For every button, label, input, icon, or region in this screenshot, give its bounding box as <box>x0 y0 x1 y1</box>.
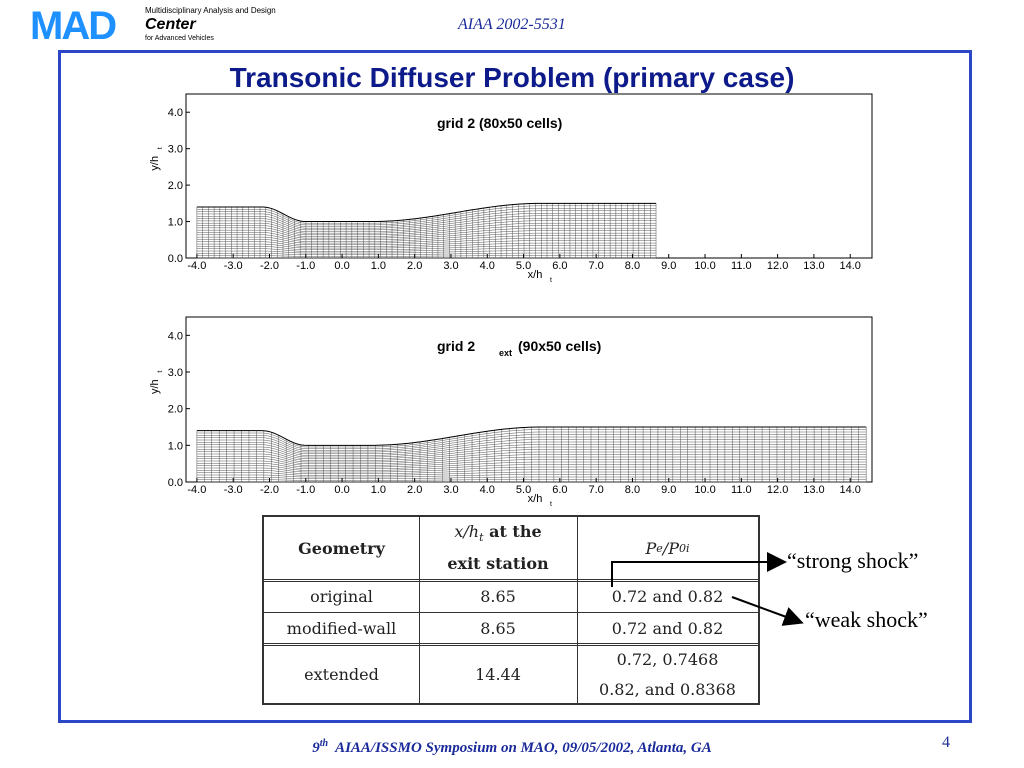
weak-shock-label: “weak shock” <box>805 607 928 632</box>
slide-title: Transonic Diffuser Problem (primary case… <box>229 62 795 93</box>
table-divider <box>264 579 758 583</box>
row-geometry: extended <box>304 665 379 684</box>
row-pressure: 0.72, 0.7468 0.82, and 0.8368 <box>599 649 736 699</box>
row-geometry: original <box>310 587 373 606</box>
center-line2: Center <box>145 16 196 33</box>
table-divider <box>264 612 758 613</box>
header-geometry: Geometry <box>298 538 385 558</box>
row-geometry: modified-wall <box>286 618 397 638</box>
row-exit: 8.65 <box>480 587 516 606</box>
paper-id: AIAA 2002-5531 <box>458 16 566 33</box>
center-line3: for Advanced Vehicles <box>145 35 214 42</box>
row-exit: 8.65 <box>480 618 516 638</box>
slide-frame <box>58 50 972 723</box>
mad-logo-text: MAD <box>30 6 116 46</box>
center-line1: Multidisciplinary Analysis and Design <box>145 6 276 15</box>
row-pressure: 0.72 and 0.82 <box>611 618 724 638</box>
table-divider <box>577 517 578 703</box>
row-exit: 14.44 <box>475 665 521 684</box>
row-pressure: 0.72 and 0.82 <box>611 587 724 606</box>
table-divider <box>264 643 758 647</box>
table-divider <box>419 517 420 703</box>
mad-logo: MAD <box>30 6 118 46</box>
page-number: 4 <box>942 734 950 751</box>
footer: 9th AIAA/ISSMO Symposium on MAO, 09/05/2… <box>312 738 712 756</box>
strong-shock-label: “strong shock” <box>787 548 919 573</box>
header-exit-station: x/ht at the exit station <box>447 521 549 574</box>
